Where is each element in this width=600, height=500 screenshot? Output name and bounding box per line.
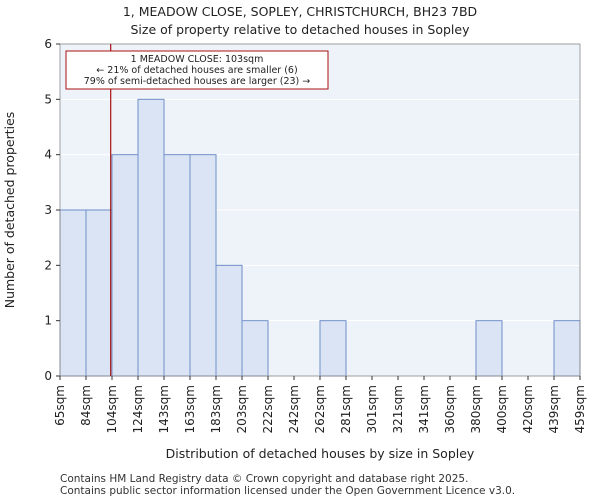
histogram-chart: 0 1 2 3 4 5 6 65sqm 84sqm 104sqm 124sqm 143sqm 163sq…: [2, 37, 587, 461]
x-tick-label: 84sqm: [79, 385, 93, 426]
y-tick-label: 5: [44, 92, 52, 106]
bar-163sqm: [189, 154, 217, 377]
bar-439sqm: [553, 320, 581, 377]
x-tick-label: 262sqm: [313, 385, 327, 433]
footer-line-2: Contains public sector information licen…: [60, 485, 516, 497]
y-tick-label: 4: [44, 148, 52, 162]
x-tick-label: 242sqm: [287, 385, 301, 433]
x-tick-label: 222sqm: [261, 385, 275, 433]
x-tick-label: 143sqm: [157, 385, 171, 433]
x-tick-label: 459sqm: [573, 385, 587, 433]
y-axis-label: Number of detached properties: [2, 112, 17, 309]
bar-380sqm: [475, 320, 503, 377]
x-tick-label: 400sqm: [495, 385, 509, 433]
x-tick-label: 183sqm: [209, 385, 223, 433]
bar-183sqm: [215, 264, 243, 377]
x-tick-label: 124sqm: [131, 385, 145, 433]
footer-line-1: Contains HM Land Registry data © Crown c…: [60, 473, 469, 485]
x-tick-label: 321sqm: [391, 385, 405, 433]
annotation-line-1: 1 MEADOW CLOSE: 103sqm: [131, 54, 264, 65]
y-tick-label: 3: [44, 203, 52, 217]
bar-203sqm: [241, 320, 269, 377]
annotation-line-3: 79% of semi-detached houses are larger (…: [84, 76, 311, 87]
x-tick-label: 163sqm: [183, 385, 197, 433]
bar-262sqm: [319, 320, 347, 377]
annotation-line-2: ← 21% of detached houses are smaller (6): [96, 65, 297, 76]
bar-65sqm: [59, 209, 87, 377]
y-tick-label: 2: [44, 258, 52, 272]
x-axis-label: Distribution of detached houses by size …: [166, 446, 475, 461]
y-tick-label: 0: [44, 369, 52, 383]
y-tick-label: 6: [44, 37, 52, 51]
bar-104sqm: [111, 154, 139, 377]
x-tick-label: 203sqm: [235, 385, 249, 433]
annotation-box: [65, 50, 329, 90]
x-tick-label: 104sqm: [105, 385, 119, 433]
x-tick-label: 360sqm: [443, 385, 457, 433]
chart-subtitle: Size of property relative to detached ho…: [130, 22, 470, 37]
x-tick-label: 439sqm: [547, 385, 561, 433]
bar-143sqm: [163, 154, 191, 377]
y-tick-label: 1: [44, 314, 52, 328]
bar-84sqm: [85, 209, 113, 377]
x-tick-label: 281sqm: [339, 385, 353, 433]
chart-title: 1, MEADOW CLOSE, SOPLEY, CHRISTCHURCH, B…: [122, 4, 478, 19]
bar-124sqm: [137, 98, 165, 377]
x-tick-label: 420sqm: [521, 385, 535, 433]
x-tick-label: 380sqm: [469, 385, 483, 433]
x-tick-label: 341sqm: [417, 385, 431, 433]
x-tick-label: 65sqm: [53, 385, 67, 426]
x-tick-label: 301sqm: [365, 385, 379, 433]
